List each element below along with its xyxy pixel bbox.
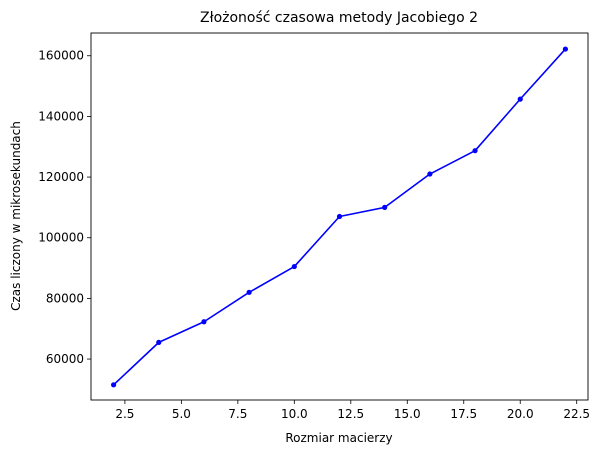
plot-area [110,46,569,388]
x-tick-label: 20.0 [507,407,534,421]
plot-frame [90,32,589,401]
data-point [382,204,388,211]
y-tick-label: 60000 [46,352,84,366]
data-point [246,289,252,295]
data-point [201,319,207,325]
data-point [472,148,478,154]
x-tick-label: 17.5 [450,407,477,421]
data-point [562,46,569,52]
x-tick-label: 22.5 [563,407,590,421]
x-axis: 2.5 5.0 7.5 10.0 12.5 15.0 17.5 20.0 22.5 [115,400,590,421]
data-point [336,213,343,220]
x-tick-label: 2.5 [115,407,134,421]
data-point [291,263,297,270]
y-tick-label: 100000 [38,231,84,245]
x-axis-label: Rozmiar macierzy [285,431,392,445]
x-tick-label: 5.0 [172,407,191,421]
data-point [110,382,117,388]
y-tick-label: 120000 [38,170,84,184]
data-point [517,96,523,102]
x-tick-label: 12.5 [337,407,364,421]
x-tick-label: 7.5 [228,407,247,421]
y-tick-label: 140000 [38,109,84,123]
data-point [427,171,433,177]
y-tick-label: 160000 [38,49,84,63]
y-tick-label: 80000 [46,291,84,305]
x-tick-label: 15.0 [394,407,421,421]
y-axis: 60000 80000 100000 120000 140000 160000 [38,49,91,366]
data-point [156,339,162,345]
x-tick-label: 10.0 [281,407,308,421]
y-axis-label: Czas liczony w mikrosekundach [9,121,23,311]
chart-title: Złożoność czasowa metody Jacobiego 2 [200,10,478,26]
